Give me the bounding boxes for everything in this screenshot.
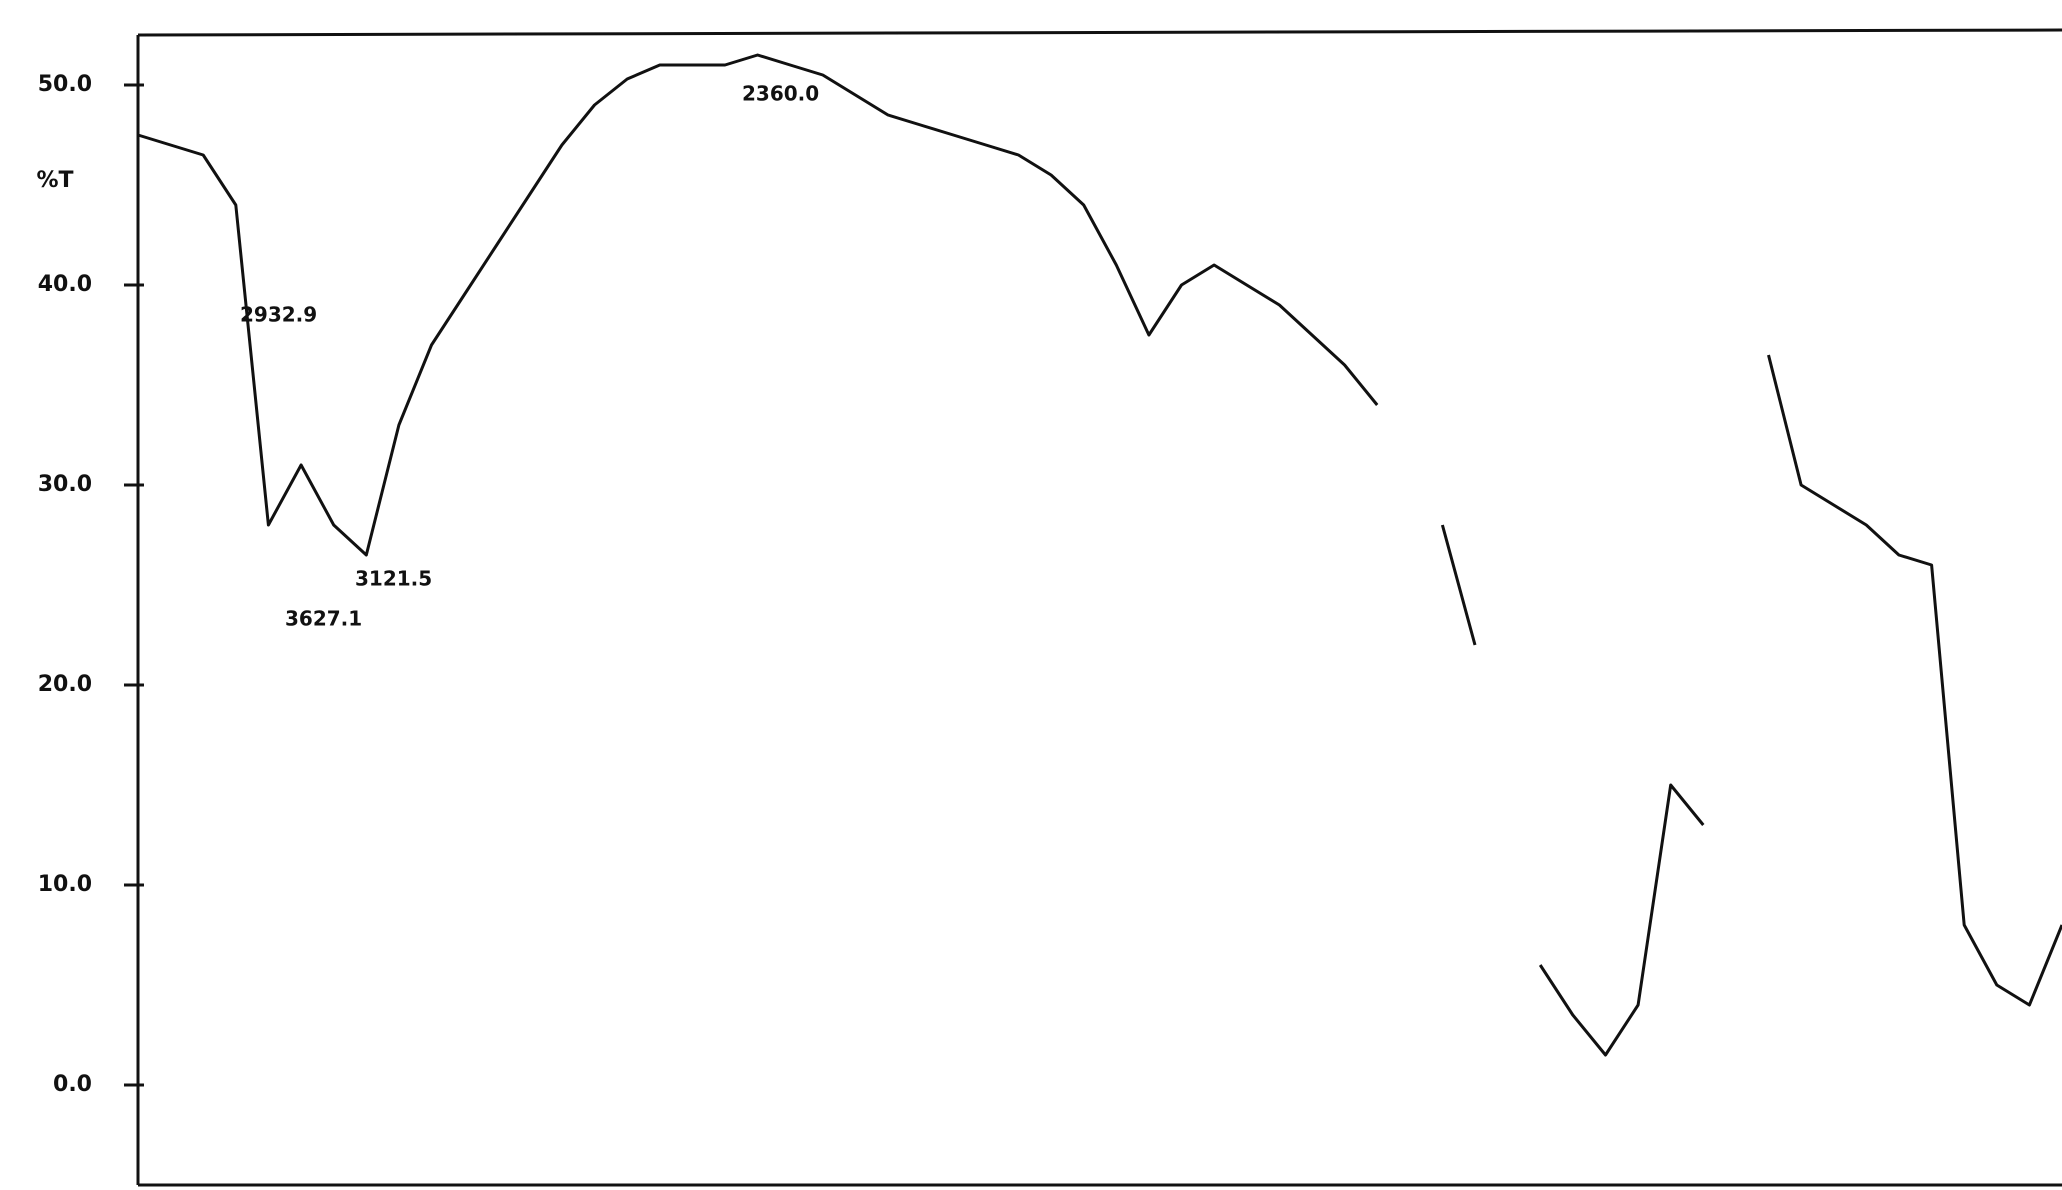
y-tick-label: 40.0 — [38, 272, 92, 297]
y-tick-label: 50.0 — [38, 72, 92, 97]
spectrum-line — [137, 53, 2062, 1057]
y-tick-label: 30.0 — [38, 472, 92, 497]
y-axis-label: %T — [36, 168, 73, 193]
peak-label: 3627.1 — [285, 607, 362, 631]
peak-label: 2932.9 — [240, 303, 317, 327]
peak-label: 3121.5 — [355, 567, 432, 591]
y-tick-label: 20.0 — [38, 672, 92, 697]
y-tick-label: 10.0 — [38, 872, 92, 897]
plot-frame-top — [137, 28, 2062, 37]
y-tick-label: 0.0 — [53, 1072, 92, 1097]
peak-label: 2360.0 — [742, 82, 819, 106]
